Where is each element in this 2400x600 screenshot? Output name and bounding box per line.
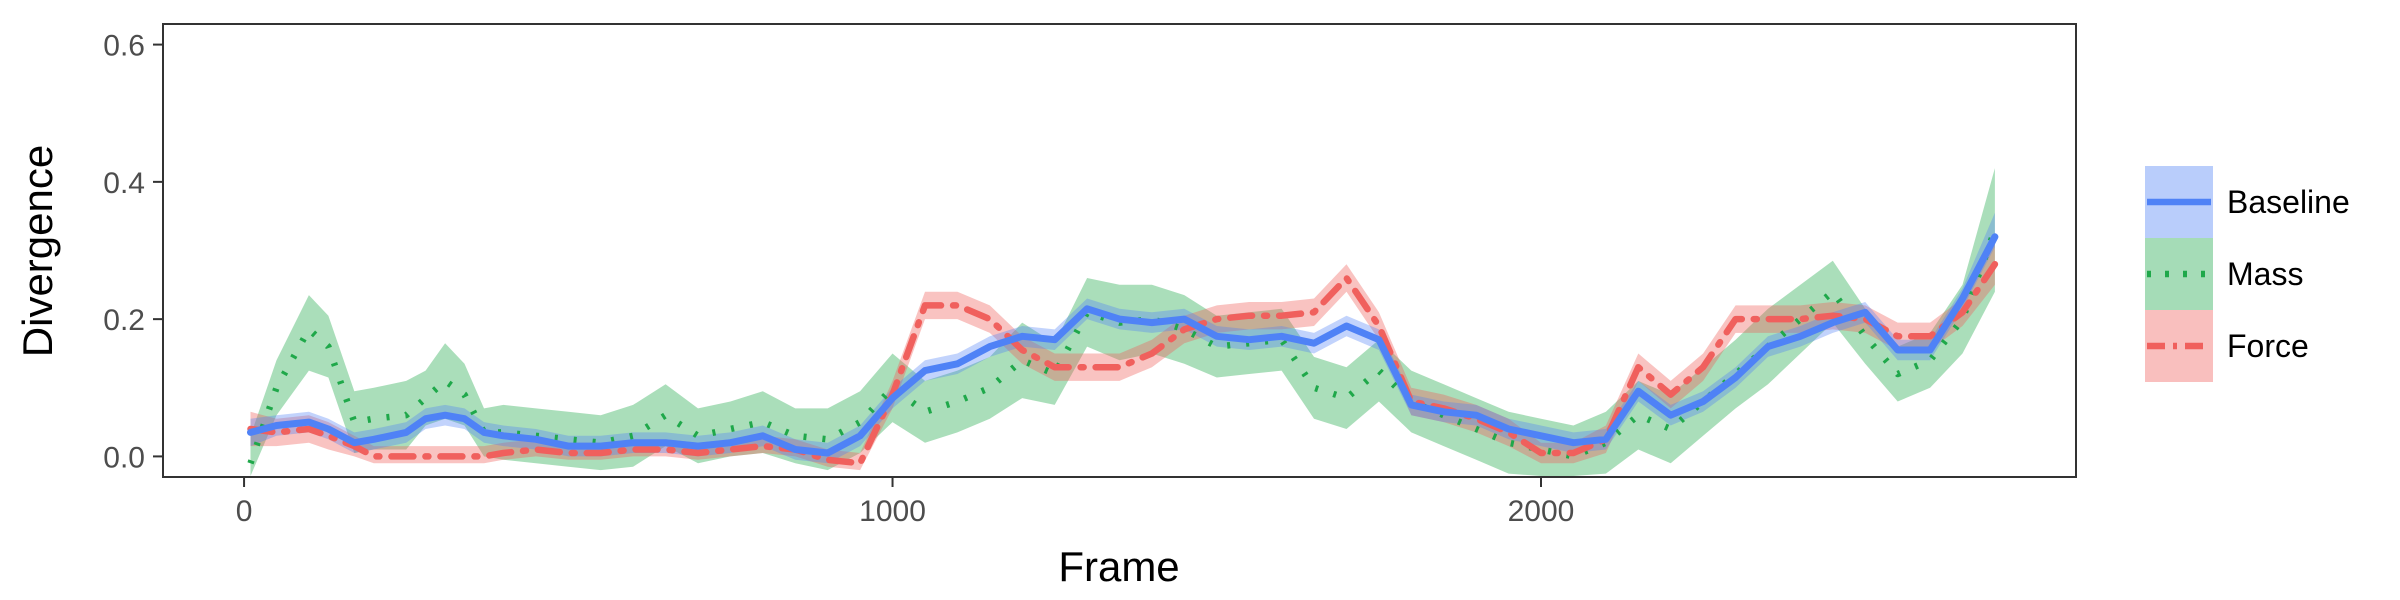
x-tick-label: 2000	[1508, 495, 1575, 528]
x-tick-label: 0	[236, 495, 253, 528]
legend-item-baseline: Baseline	[2145, 166, 2350, 238]
legend-label: Baseline	[2227, 184, 2350, 220]
y-tick-label: 0.0	[103, 441, 145, 474]
x-axis-title: Frame	[1058, 543, 1179, 590]
legend: Baseline Mass Force	[2145, 166, 2350, 382]
legend-item-force: Force	[2145, 310, 2309, 382]
line-baseline	[247, 233, 1999, 457]
series-lines	[247, 228, 1999, 467]
y-tick-label: 0.4	[103, 167, 145, 200]
legend-label: Force	[2227, 328, 2309, 364]
y-axis-title: Divergence	[14, 145, 61, 357]
plot-panel	[162, 23, 2077, 478]
y-axis: 0.0 0.2 0.4 0.6	[103, 30, 163, 474]
y-tick-label: 0.2	[103, 304, 145, 337]
legend-label: Mass	[2227, 256, 2303, 292]
x-tick-label: 1000	[859, 495, 926, 528]
line-force	[247, 260, 1999, 467]
legend-item-mass: Mass	[2145, 238, 2303, 310]
y-tick-label: 0.6	[103, 30, 145, 63]
x-axis: 0 1000 2000	[236, 477, 1575, 528]
band-force	[250, 243, 1995, 471]
line-mass	[247, 228, 1998, 465]
